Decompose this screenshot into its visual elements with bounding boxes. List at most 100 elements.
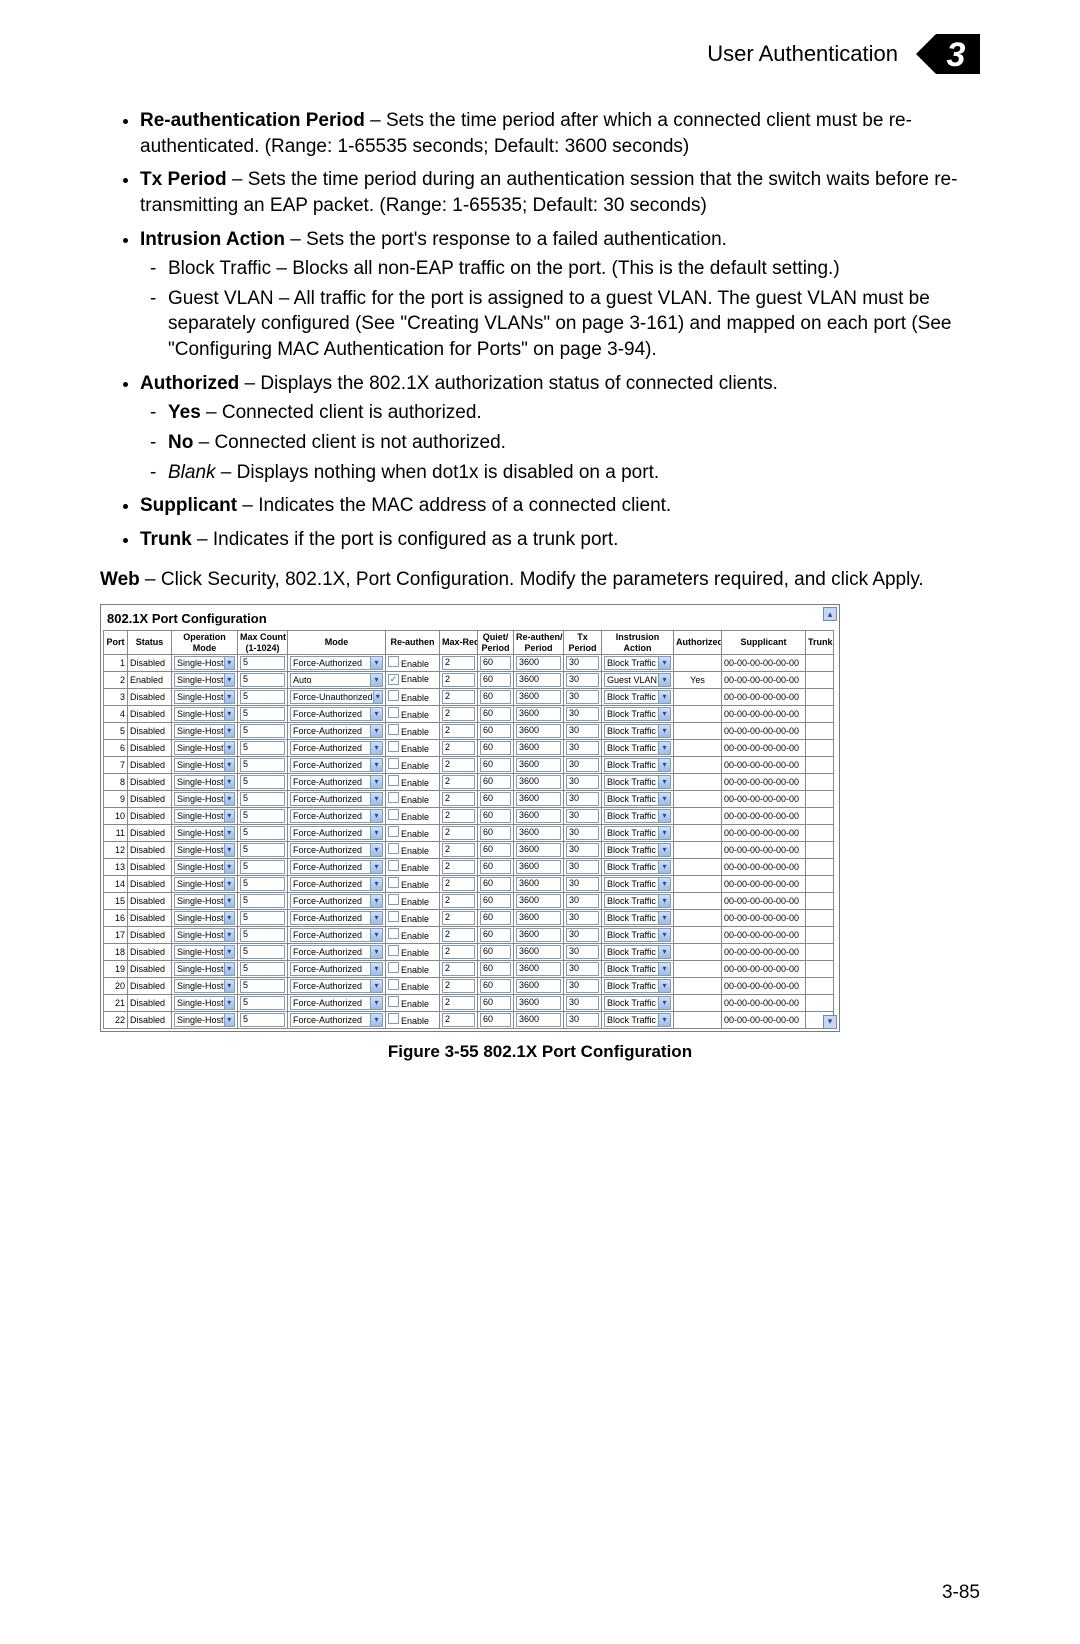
text-input[interactable]: 30 xyxy=(566,775,599,789)
dropdown[interactable]: Block Traffic▾ xyxy=(604,1013,671,1027)
text-input[interactable]: 30 xyxy=(566,979,599,993)
text-input[interactable]: 3600 xyxy=(516,690,561,704)
dropdown[interactable]: Single-Host▾ xyxy=(174,928,235,942)
checkbox[interactable] xyxy=(388,690,399,701)
text-input[interactable]: 5 xyxy=(240,996,285,1010)
text-input[interactable]: 60 xyxy=(480,809,511,823)
text-input[interactable]: 3600 xyxy=(516,707,561,721)
dropdown[interactable]: Force-Authorized▾ xyxy=(290,792,383,806)
text-input[interactable]: 3600 xyxy=(516,962,561,976)
text-input[interactable]: 30 xyxy=(566,690,599,704)
text-input[interactable]: 5 xyxy=(240,741,285,755)
checkbox[interactable] xyxy=(388,1013,399,1024)
checkbox[interactable] xyxy=(388,945,399,956)
text-input[interactable]: 2 xyxy=(442,656,475,670)
text-input[interactable]: 3600 xyxy=(516,911,561,925)
text-input[interactable]: 5 xyxy=(240,1013,285,1027)
dropdown[interactable]: Single-Host▾ xyxy=(174,1013,235,1027)
dropdown[interactable]: Force-Authorized▾ xyxy=(290,775,383,789)
text-input[interactable]: 60 xyxy=(480,860,511,874)
text-input[interactable]: 2 xyxy=(442,962,475,976)
dropdown[interactable]: Block Traffic▾ xyxy=(604,826,671,840)
dropdown[interactable]: Single-Host▾ xyxy=(174,877,235,891)
text-input[interactable]: 3600 xyxy=(516,996,561,1010)
dropdown[interactable]: Single-Host▾ xyxy=(174,707,235,721)
dropdown[interactable]: Force-Authorized▾ xyxy=(290,1013,383,1027)
dropdown[interactable]: Block Traffic▾ xyxy=(604,962,671,976)
text-input[interactable]: 60 xyxy=(480,843,511,857)
dropdown[interactable]: Single-Host▾ xyxy=(174,962,235,976)
text-input[interactable]: 60 xyxy=(480,945,511,959)
text-input[interactable]: 5 xyxy=(240,911,285,925)
text-input[interactable]: 2 xyxy=(442,911,475,925)
text-input[interactable]: 30 xyxy=(566,724,599,738)
checkbox[interactable] xyxy=(388,656,399,667)
text-input[interactable]: 30 xyxy=(566,996,599,1010)
dropdown[interactable]: Block Traffic▾ xyxy=(604,860,671,874)
text-input[interactable]: 5 xyxy=(240,673,285,687)
text-input[interactable]: 5 xyxy=(240,809,285,823)
checkbox[interactable] xyxy=(388,741,399,752)
text-input[interactable]: 5 xyxy=(240,979,285,993)
dropdown[interactable]: Block Traffic▾ xyxy=(604,792,671,806)
dropdown[interactable]: Single-Host▾ xyxy=(174,741,235,755)
text-input[interactable]: 2 xyxy=(442,1013,475,1027)
text-input[interactable]: 2 xyxy=(442,690,475,704)
dropdown[interactable]: Force-Authorized▾ xyxy=(290,979,383,993)
text-input[interactable]: 30 xyxy=(566,894,599,908)
text-input[interactable]: 5 xyxy=(240,843,285,857)
text-input[interactable]: 2 xyxy=(442,758,475,772)
scroll-up-icon[interactable]: ▴ xyxy=(823,607,837,621)
text-input[interactable]: 3600 xyxy=(516,741,561,755)
checkbox[interactable] xyxy=(388,894,399,905)
dropdown[interactable]: Force-Authorized▾ xyxy=(290,911,383,925)
text-input[interactable]: 5 xyxy=(240,792,285,806)
text-input[interactable]: 2 xyxy=(442,979,475,993)
text-input[interactable]: 2 xyxy=(442,928,475,942)
dropdown[interactable]: Force-Authorized▾ xyxy=(290,758,383,772)
dropdown[interactable]: Force-Unauthorized▾ xyxy=(290,690,383,704)
text-input[interactable]: 3600 xyxy=(516,809,561,823)
dropdown[interactable]: Block Traffic▾ xyxy=(604,809,671,823)
checkbox[interactable] xyxy=(388,928,399,939)
checkbox[interactable] xyxy=(388,877,399,888)
text-input[interactable]: 3600 xyxy=(516,758,561,772)
text-input[interactable]: 2 xyxy=(442,724,475,738)
dropdown[interactable]: Block Traffic▾ xyxy=(604,979,671,993)
text-input[interactable]: 3600 xyxy=(516,843,561,857)
text-input[interactable]: 2 xyxy=(442,996,475,1010)
text-input[interactable]: 5 xyxy=(240,945,285,959)
dropdown[interactable]: Single-Host▾ xyxy=(174,673,235,687)
text-input[interactable]: 5 xyxy=(240,775,285,789)
dropdown[interactable]: Single-Host▾ xyxy=(174,979,235,993)
checkbox[interactable] xyxy=(388,809,399,820)
checkbox[interactable] xyxy=(388,707,399,718)
dropdown[interactable]: Block Traffic▾ xyxy=(604,945,671,959)
text-input[interactable]: 5 xyxy=(240,656,285,670)
text-input[interactable]: 30 xyxy=(566,809,599,823)
checkbox[interactable] xyxy=(388,792,399,803)
text-input[interactable]: 5 xyxy=(240,860,285,874)
text-input[interactable]: 2 xyxy=(442,775,475,789)
dropdown[interactable]: Single-Host▾ xyxy=(174,775,235,789)
text-input[interactable]: 60 xyxy=(480,979,511,993)
text-input[interactable]: 30 xyxy=(566,911,599,925)
dropdown[interactable]: Block Traffic▾ xyxy=(604,758,671,772)
dropdown[interactable]: Single-Host▾ xyxy=(174,945,235,959)
text-input[interactable]: 30 xyxy=(566,962,599,976)
text-input[interactable]: 5 xyxy=(240,894,285,908)
text-input[interactable]: 60 xyxy=(480,775,511,789)
text-input[interactable]: 60 xyxy=(480,758,511,772)
dropdown[interactable]: Force-Authorized▾ xyxy=(290,741,383,755)
text-input[interactable]: 2 xyxy=(442,707,475,721)
dropdown[interactable]: Single-Host▾ xyxy=(174,843,235,857)
checkbox[interactable] xyxy=(388,843,399,854)
dropdown[interactable]: Block Traffic▾ xyxy=(604,724,671,738)
text-input[interactable]: 5 xyxy=(240,928,285,942)
text-input[interactable]: 30 xyxy=(566,860,599,874)
text-input[interactable]: 2 xyxy=(442,945,475,959)
dropdown[interactable]: Force-Authorized▾ xyxy=(290,996,383,1010)
dropdown[interactable]: Single-Host▾ xyxy=(174,996,235,1010)
dropdown[interactable]: Force-Authorized▾ xyxy=(290,962,383,976)
dropdown[interactable]: Single-Host▾ xyxy=(174,809,235,823)
